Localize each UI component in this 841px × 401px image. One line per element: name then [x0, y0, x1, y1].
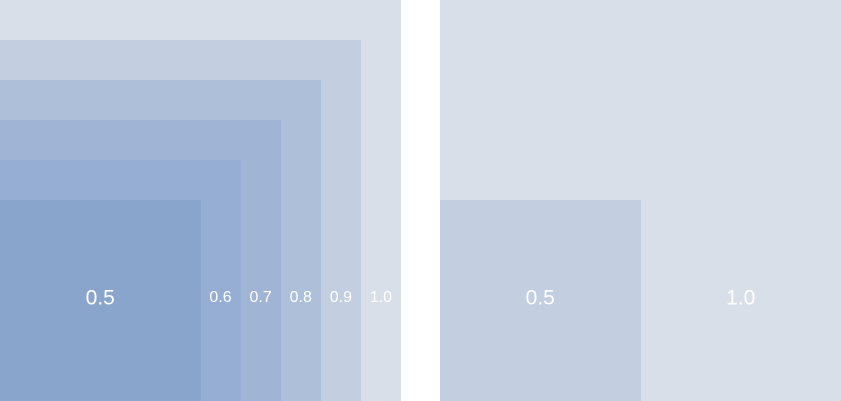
scale-label-0-8: 0.8 — [289, 289, 312, 306]
square-0-5 — [440, 200, 641, 401]
right-two-squares-panel: 1.0 0.5 — [440, 0, 841, 401]
scale-label-1-0: 1.0 — [726, 286, 756, 310]
scale-label-0-9: 0.9 — [329, 289, 352, 306]
square-0-5 — [0, 200, 201, 401]
scale-label-0-5: 0.5 — [525, 286, 555, 310]
scale-label-0-7: 0.7 — [249, 289, 272, 306]
scale-label-0-5: 0.5 — [85, 286, 115, 310]
left-nested-squares-panel: 1.0 0.9 0.8 0.7 0.6 0.5 — [0, 0, 401, 401]
scale-label-1-0: 1.0 — [369, 289, 393, 306]
scale-label-0-6: 0.6 — [209, 289, 232, 306]
